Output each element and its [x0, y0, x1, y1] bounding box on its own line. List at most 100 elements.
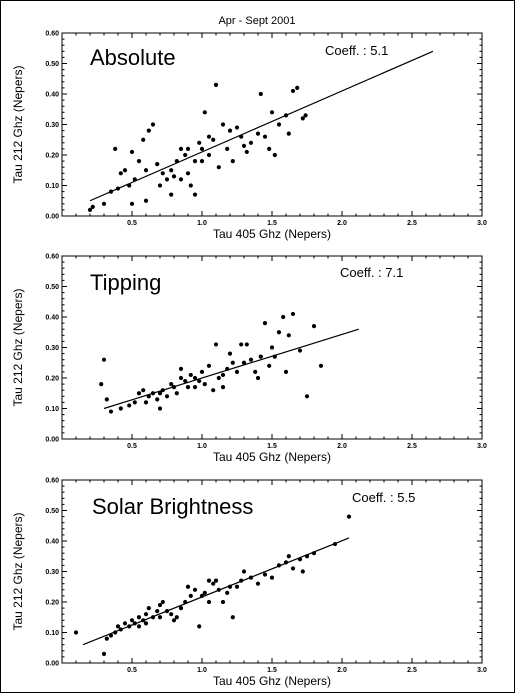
data-point	[206, 599, 212, 605]
data-point	[192, 159, 198, 164]
data-point	[108, 189, 114, 194]
data-point	[211, 137, 216, 142]
data-point	[169, 612, 174, 617]
data-point	[239, 578, 244, 583]
data-point	[188, 593, 193, 599]
y-tick-label: 0.00	[45, 437, 59, 444]
data-point	[160, 599, 165, 605]
data-point	[197, 624, 202, 629]
data-point	[199, 146, 205, 151]
data-point	[234, 125, 240, 130]
data-point	[253, 369, 258, 374]
data-point	[171, 618, 177, 623]
data-point	[272, 354, 277, 359]
x-tick-label: 2.0	[337, 443, 347, 450]
y-tick-label: 0.10	[45, 630, 59, 637]
data-point	[118, 406, 123, 411]
data-point	[183, 152, 188, 158]
panel-label: Tipping	[90, 270, 161, 295]
data-point	[286, 333, 291, 338]
data-point	[248, 575, 254, 580]
data-point	[104, 636, 109, 641]
data-point	[174, 159, 179, 164]
data-point	[311, 324, 317, 329]
y-tick-label: 0.00	[45, 661, 59, 668]
data-point	[157, 183, 163, 188]
x-tick-label: 2.0	[337, 667, 347, 674]
data-point	[202, 590, 207, 595]
data-point	[295, 85, 300, 90]
data-point	[178, 177, 184, 182]
data-point	[234, 584, 240, 589]
data-point	[230, 159, 235, 164]
x-axis-label: Tau 405 Ghz (Nepers)	[213, 227, 331, 241]
data-point	[281, 314, 286, 320]
data-point	[199, 369, 205, 374]
data-point	[113, 146, 118, 151]
data-point	[346, 514, 352, 519]
data-point	[227, 584, 233, 589]
data-point	[101, 201, 107, 206]
data-point	[73, 630, 79, 635]
data-point	[332, 541, 338, 547]
data-point	[141, 388, 146, 393]
data-point	[283, 113, 289, 118]
data-point	[143, 612, 149, 617]
x-tick-label: 1.5	[267, 220, 277, 227]
data-point	[202, 382, 207, 387]
data-point	[127, 183, 132, 188]
data-point	[157, 391, 163, 396]
data-point	[272, 152, 277, 158]
data-point	[286, 131, 291, 136]
data-point	[258, 91, 263, 97]
data-point	[178, 375, 184, 381]
data-point	[269, 345, 275, 350]
data-point	[150, 122, 156, 127]
data-point	[157, 615, 163, 620]
data-point	[267, 146, 272, 151]
data-point	[304, 394, 310, 399]
y-tick-label: 0.10	[45, 406, 59, 413]
data-point	[211, 388, 216, 393]
data-point	[230, 615, 235, 620]
y-tick-label: 0.00	[45, 214, 59, 221]
data-point	[174, 391, 179, 396]
data-point	[300, 569, 305, 574]
data-point	[262, 134, 268, 139]
data-point	[213, 342, 219, 347]
coefficient-annotation: Coeff. : 5.1	[325, 43, 388, 58]
data-point	[303, 113, 308, 118]
data-point	[220, 385, 226, 390]
y-tick-label: 0.40	[45, 539, 59, 546]
data-point	[129, 618, 135, 623]
data-point	[132, 621, 137, 626]
data-point	[155, 397, 160, 402]
y-axis-label: Tau 212 Ghz (Nepers)	[11, 288, 25, 406]
data-point	[115, 624, 121, 629]
data-point	[155, 162, 160, 167]
data-point	[146, 128, 151, 133]
data-point	[197, 378, 202, 384]
y-tick-label: 0.20	[45, 376, 59, 383]
data-point	[255, 375, 261, 381]
y-tick-label: 0.20	[45, 153, 59, 160]
data-point	[199, 159, 205, 164]
data-point	[188, 183, 193, 188]
data-point	[129, 201, 135, 206]
data-point	[122, 621, 128, 626]
data-point	[136, 624, 142, 629]
data-point	[276, 563, 282, 568]
chart-panel-3: 0.5 1.0 1.5 2.0 2.5 3.0 0.00 0.10 0.20 0.30 0.40 0.…	[11, 478, 487, 689]
data-point	[241, 143, 247, 148]
data-point	[185, 146, 191, 151]
data-point	[141, 137, 146, 142]
data-point	[241, 569, 247, 574]
data-point	[227, 128, 233, 133]
data-point	[269, 110, 275, 115]
data-point	[211, 581, 216, 586]
data-point	[255, 131, 261, 136]
data-point	[199, 593, 205, 599]
data-point	[290, 311, 296, 317]
data-point	[206, 134, 212, 139]
